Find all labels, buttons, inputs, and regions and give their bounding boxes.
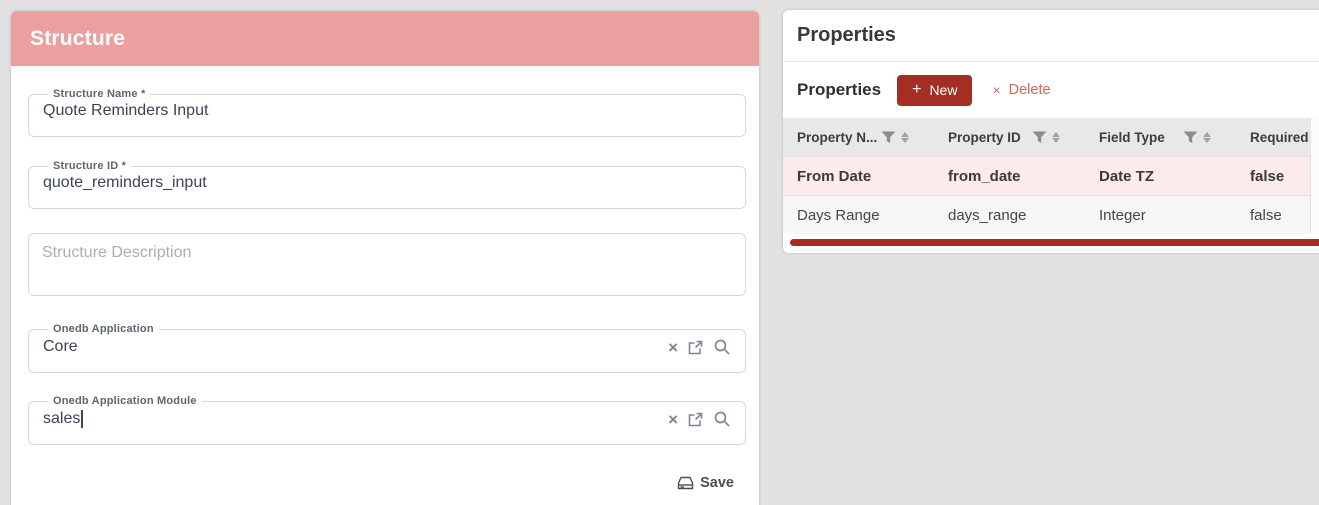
open-link-icon[interactable] — [687, 339, 704, 356]
save-button[interactable]: Save — [677, 475, 734, 491]
properties-panel-title: Properties — [783, 10, 1319, 62]
sort-icon[interactable] — [901, 131, 909, 143]
onedb-application-module-label: Onedb Application Module — [53, 395, 197, 407]
structure-form: Structure Name * Structure ID * Onedb Ap… — [11, 66, 759, 496]
structure-name-label: Structure Name * — [53, 88, 146, 100]
filter-icon[interactable] — [1032, 131, 1047, 144]
onedb-application-value: Core — [43, 338, 78, 355]
structure-name-field: Structure Name * — [28, 88, 746, 137]
structure-id-input[interactable] — [41, 172, 733, 192]
structure-name-input[interactable] — [41, 100, 733, 120]
search-icon[interactable] — [713, 410, 731, 428]
structure-id-label: Structure ID * — [53, 160, 127, 172]
cell-required: false — [1250, 206, 1282, 224]
save-icon — [677, 475, 694, 491]
filter-icon[interactable] — [1183, 131, 1198, 144]
onedb-application-field: Onedb Application Core × — [28, 323, 746, 373]
onedb-application-module-value: sales — [43, 410, 81, 427]
vertical-scrollbar-track[interactable] — [1310, 118, 1319, 234]
sort-icon[interactable] — [1052, 131, 1060, 143]
filter-icon[interactable] — [881, 131, 896, 144]
cell-property-name: Days Range — [797, 206, 880, 224]
clear-icon[interactable]: × — [668, 337, 678, 357]
cell-property-name: From Date — [797, 167, 872, 185]
properties-table-body: From Date from_date Date TZ false Days R… — [783, 156, 1310, 234]
open-link-icon[interactable] — [687, 411, 704, 428]
properties-toolbar: Properties + New × Delete — [783, 62, 1319, 118]
cell-required: false — [1250, 167, 1285, 185]
onedb-application-module-field: Onedb Application Module sales × — [28, 395, 746, 445]
onedb-application-input[interactable]: Core — [43, 338, 668, 356]
properties-table-header: Property N... Property ID — [783, 118, 1310, 156]
delete-button[interactable]: × Delete — [992, 82, 1050, 98]
clear-icon[interactable]: × — [668, 409, 678, 429]
table-row[interactable]: From Date from_date Date TZ false — [783, 156, 1310, 195]
new-button[interactable]: + New — [897, 74, 973, 106]
text-cursor — [81, 410, 83, 428]
structure-description-input[interactable] — [28, 233, 746, 296]
horizontal-scrollbar[interactable] — [790, 239, 1319, 246]
structure-panel-header: Structure — [11, 11, 759, 66]
sort-icon[interactable] — [1203, 131, 1211, 143]
cell-field-type: Date TZ — [1099, 167, 1155, 185]
save-button-label: Save — [700, 475, 734, 491]
properties-table: Property N... Property ID — [783, 118, 1319, 234]
properties-panel: Properties Properties + New × Delete Pro… — [783, 10, 1319, 253]
column-header-property-name[interactable]: Property N... — [783, 118, 948, 156]
plus-icon: + — [912, 81, 922, 98]
new-button-label: New — [929, 82, 958, 98]
onedb-application-module-input[interactable]: sales — [43, 410, 668, 428]
structure-panel-title: Structure — [30, 26, 126, 50]
delete-x-icon: × — [992, 82, 1001, 98]
structure-panel: Structure Structure Name * Structure ID … — [11, 11, 759, 505]
column-header-property-id[interactable]: Property ID — [948, 118, 1099, 156]
cell-property-id: from_date — [948, 167, 1021, 185]
column-header-required[interactable]: Required — [1250, 129, 1309, 145]
column-header-field-type[interactable]: Field Type — [1099, 118, 1250, 156]
search-icon[interactable] — [713, 338, 731, 356]
cell-property-id: days_range — [948, 206, 1027, 224]
properties-toolbar-label: Properties — [797, 80, 882, 99]
onedb-application-label: Onedb Application — [53, 323, 154, 335]
horizontal-scrollbar-track — [783, 233, 1319, 252]
delete-button-label: Delete — [1008, 82, 1051, 98]
structure-id-field: Structure ID * — [28, 160, 746, 209]
cell-field-type: Integer — [1099, 206, 1146, 224]
table-row[interactable]: Days Range days_range Integer false — [783, 195, 1310, 234]
